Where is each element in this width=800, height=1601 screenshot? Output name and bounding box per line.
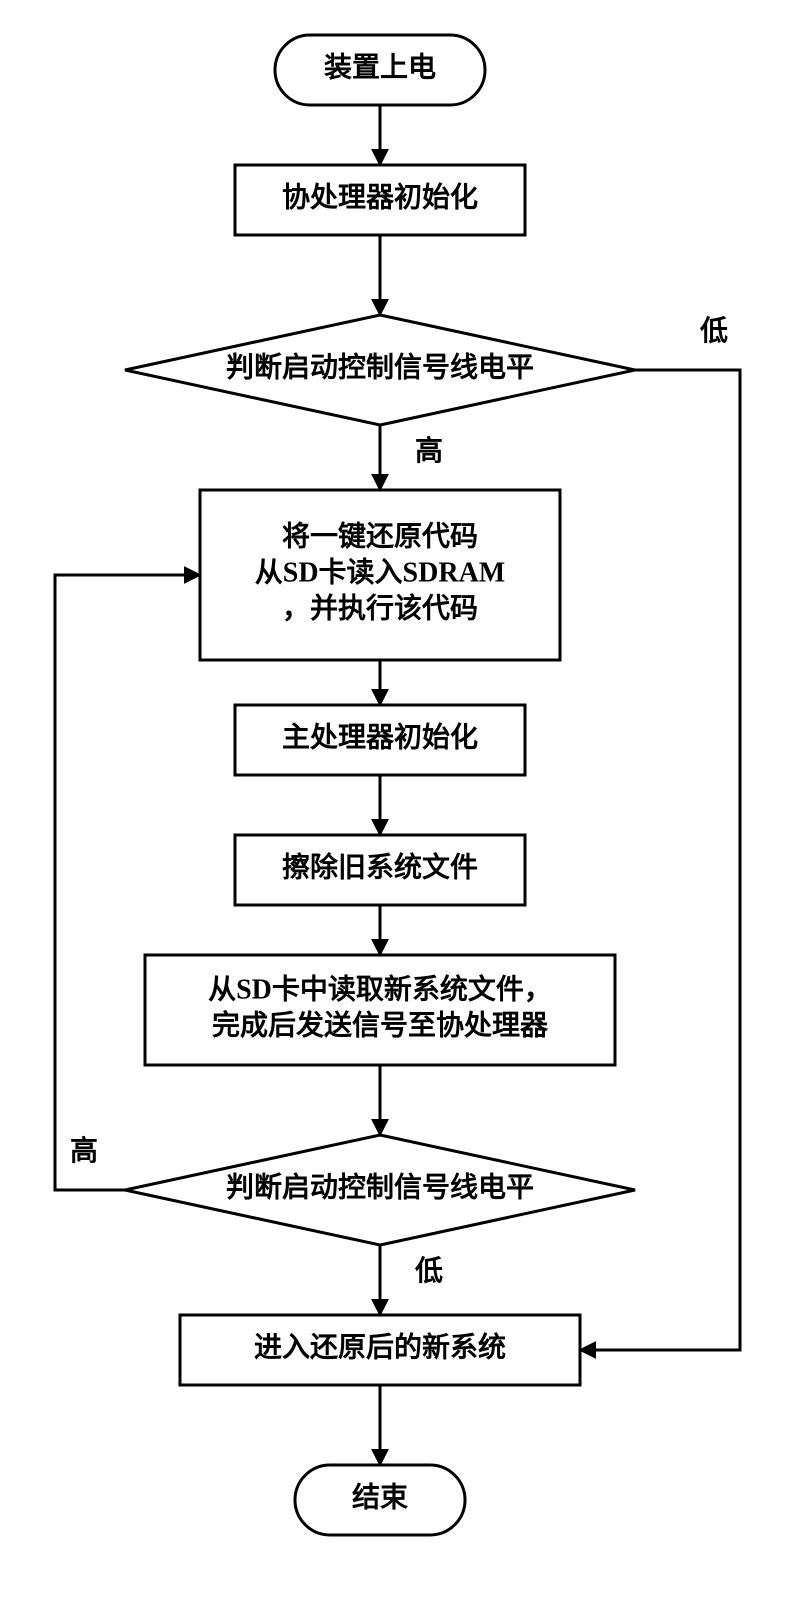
node-text: 将一键还原代码 (282, 520, 478, 552)
edge (55, 575, 200, 1190)
edge-label: 高 (70, 1135, 98, 1167)
node-text: 协处理器初始化 (282, 181, 478, 213)
node-start: 装置上电 (275, 35, 485, 105)
node-text: 判断启动控制信号线电平 (226, 1170, 534, 1203)
edge-label: 低 (414, 1255, 443, 1287)
node-dec1: 判断启动控制信号线电平 (125, 315, 635, 425)
node-text: 判断启动控制信号线电平 (226, 350, 534, 383)
node-enter: 进入还原后的新系统 (180, 1315, 580, 1385)
edge-label: 低 (699, 315, 728, 347)
node-end: 结束 (295, 1465, 465, 1535)
node-text: 从SD卡中读取新系统文件， (208, 972, 552, 1005)
node-readnew: 从SD卡中读取新系统文件，完成后发送信号至协处理器 (145, 955, 615, 1065)
edge (580, 370, 740, 1350)
node-text: 进入还原后的新系统 (254, 1330, 506, 1363)
node-text: 主处理器初始化 (282, 721, 478, 753)
node-text: 擦除旧系统文件 (282, 850, 478, 883)
node-text: 装置上电 (324, 51, 436, 83)
edge-label: 高 (415, 435, 443, 467)
node-text: 完成后发送信号至协处理器 (212, 1008, 549, 1041)
node-init_cop: 协处理器初始化 (235, 165, 525, 235)
node-text: ，并执行该代码 (282, 591, 478, 624)
node-load: 将一键还原代码从SD卡读入SDRAM，并执行该代码 (200, 490, 560, 660)
node-text: 从SD卡读入SDRAM (255, 556, 505, 588)
node-dec2: 判断启动控制信号线电平 (125, 1135, 635, 1245)
node-text: 结束 (352, 1481, 408, 1513)
flowchart-canvas: 高低低高装置上电协处理器初始化判断启动控制信号线电平将一键还原代码从SD卡读入S… (0, 0, 800, 1601)
node-erase: 擦除旧系统文件 (235, 835, 525, 905)
node-init_mp: 主处理器初始化 (235, 705, 525, 775)
